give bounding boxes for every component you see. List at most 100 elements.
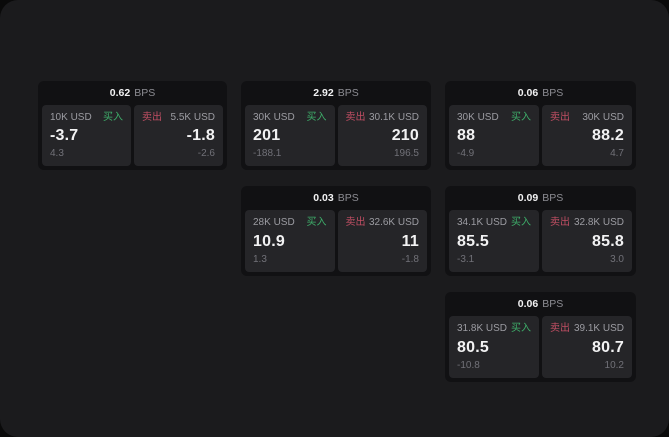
- quote-panels: 31.8K USD 买入 80.5 -10.8 卖出 39.1K USD 80.…: [445, 316, 636, 382]
- sell-panel-header: 卖出 39.1K USD: [550, 323, 624, 335]
- sell-quote-panel[interactable]: 卖出 32.6K USD 11 -1.8: [337, 210, 427, 272]
- buy-side-label: 买入: [103, 112, 123, 123]
- sell-quote-panel[interactable]: 卖出 30K USD 88.2 4.7: [542, 105, 632, 166]
- buy-side-label: 买入: [511, 112, 531, 123]
- quote-card: 0.06 BPS 31.8K USD 买入 80.5 -10.8 卖出 39.1…: [445, 292, 636, 382]
- sell-amount-label: 32.6K USD: [368, 217, 419, 228]
- bps-unit-label: BPS: [542, 298, 564, 310]
- buy-secondary-value: -3.1: [457, 254, 475, 265]
- sell-amount-label: 30.1K USD: [368, 112, 419, 123]
- sell-side-label: 卖出: [550, 112, 570, 123]
- buy-panel-header: 28K USD 买入: [253, 217, 327, 229]
- buy-panel-header: 10K USD 买入: [50, 112, 123, 124]
- sell-secondary-value: -1.8: [401, 254, 419, 265]
- sell-panel-header: 卖出 30.1K USD: [346, 112, 420, 124]
- sell-side-label: 卖出: [550, 323, 570, 334]
- sell-secondary-value: -2.6: [197, 148, 215, 159]
- buy-amount-label: 10K USD: [50, 112, 92, 123]
- quote-card-header: 0.03 BPS: [241, 186, 431, 210]
- buy-amount-label: 30K USD: [457, 112, 499, 123]
- quote-panels: 30K USD 买入 201 -188.1 卖出 30.1K USD 210 1…: [241, 105, 431, 170]
- sell-side-label: 卖出: [550, 217, 570, 228]
- sell-quote-panel[interactable]: 卖出 5.5K USD -1.8 -2.6: [134, 105, 223, 166]
- quote-card-header: 0.62 BPS: [38, 81, 227, 105]
- quote-card: 0.62 BPS 10K USD 买入 -3.7 4.3 卖出 5.5K USD…: [38, 81, 227, 170]
- sell-panel-header: 卖出 5.5K USD: [142, 112, 215, 124]
- buy-price-value: 80.5: [457, 338, 489, 356]
- buy-side-label: 买入: [511, 323, 531, 334]
- sell-quote-panel[interactable]: 卖出 30.1K USD 210 196.5: [337, 105, 427, 166]
- sell-side-label: 卖出: [345, 112, 366, 123]
- buy-secondary-value: -188.1: [253, 148, 282, 159]
- sell-quote-panel[interactable]: 卖出 32.8K USD 85.8 3.0: [542, 210, 632, 272]
- buy-amount-label: 31.8K USD: [457, 323, 508, 334]
- buy-panel-header: 31.8K USD 买入: [457, 323, 531, 335]
- buy-price-value: 10.9: [253, 232, 285, 250]
- sell-side-label: 卖出: [142, 112, 162, 123]
- sell-secondary-value: 196.5: [393, 148, 419, 159]
- buy-secondary-value: 4.3: [50, 148, 64, 159]
- buy-side-label: 买入: [306, 112, 327, 123]
- sell-secondary-value: 4.7: [610, 148, 624, 159]
- sell-amount-label: 5.5K USD: [170, 112, 215, 123]
- quote-card: 0.09 BPS 34.1K USD 买入 85.5 -3.1 卖出 32.8K…: [445, 186, 636, 276]
- sell-amount-label: 39.1K USD: [573, 323, 624, 334]
- quote-panels: 30K USD 买入 88 -4.9 卖出 30K USD 88.2 4.7: [445, 105, 636, 170]
- quote-panels: 10K USD 买入 -3.7 4.3 卖出 5.5K USD -1.8 -2.…: [38, 105, 227, 170]
- bps-unit-label: BPS: [542, 192, 564, 204]
- bps-value: 2.92: [313, 87, 334, 99]
- buy-quote-panel[interactable]: 10K USD 买入 -3.7 4.3: [42, 105, 131, 166]
- buy-side-label: 买入: [306, 217, 327, 228]
- sell-price-value: 80.7: [592, 338, 624, 356]
- buy-amount-label: 28K USD: [253, 217, 295, 228]
- quote-panels: 28K USD 买入 10.9 1.3 卖出 32.6K USD 11 -1.8: [241, 210, 431, 276]
- bps-unit-label: BPS: [134, 87, 156, 99]
- buy-amount-label: 30K USD: [253, 112, 295, 123]
- quote-card-header: 0.06 BPS: [445, 292, 636, 316]
- quote-grid: 0.62 BPS 10K USD 买入 -3.7 4.3 卖出 5.5K USD…: [38, 81, 636, 382]
- buy-secondary-value: -4.9: [457, 148, 475, 159]
- bps-value: 0.09: [517, 192, 539, 204]
- buy-quote-panel[interactable]: 30K USD 买入 201 -188.1: [245, 105, 335, 166]
- quote-card: 2.92 BPS 30K USD 买入 201 -188.1 卖出 30.1K …: [241, 81, 431, 170]
- buy-quote-panel[interactable]: 30K USD 买入 88 -4.9: [449, 105, 539, 166]
- sell-price-value: -1.8: [186, 127, 215, 144]
- buy-quote-panel[interactable]: 28K USD 买入 10.9 1.3: [245, 210, 335, 272]
- buy-panel-header: 30K USD 买入: [457, 112, 531, 124]
- buy-quote-panel[interactable]: 34.1K USD 买入 85.5 -3.1: [449, 210, 539, 272]
- bps-unit-label: BPS: [337, 87, 359, 99]
- sell-side-label: 卖出: [345, 217, 366, 228]
- quote-card-header: 0.09 BPS: [445, 186, 636, 210]
- buy-price-value: 85.5: [457, 232, 489, 250]
- buy-amount-label: 34.1K USD: [457, 217, 508, 228]
- bps-value: 0.06: [517, 298, 539, 310]
- quote-card-header: 2.92 BPS: [241, 81, 431, 105]
- buy-side-label: 买入: [511, 217, 531, 228]
- quote-card: 0.03 BPS 28K USD 买入 10.9 1.3 卖出 32.6K US…: [241, 186, 431, 276]
- sell-quote-panel[interactable]: 卖出 39.1K USD 80.7 10.2: [542, 316, 632, 378]
- sell-price-value: 85.8: [592, 232, 624, 250]
- buy-panel-header: 34.1K USD 买入: [457, 217, 531, 229]
- sell-panel-header: 卖出 32.8K USD: [550, 217, 624, 229]
- bps-value: 0.06: [517, 87, 539, 99]
- buy-quote-panel[interactable]: 31.8K USD 买入 80.5 -10.8: [449, 316, 539, 378]
- sell-panel-header: 卖出 32.6K USD: [346, 217, 420, 229]
- bps-value: 0.03: [313, 192, 334, 204]
- bps-value: 0.62: [109, 87, 131, 99]
- buy-secondary-value: -10.8: [457, 360, 480, 371]
- buy-price-value: 201: [253, 127, 281, 144]
- sell-amount-label: 30K USD: [582, 112, 624, 123]
- sell-price-value: 88.2: [592, 127, 624, 144]
- buy-price-value: -3.7: [50, 127, 79, 144]
- quote-card: 0.06 BPS 30K USD 买入 88 -4.9 卖出 30K USD 8…: [445, 81, 636, 170]
- bps-unit-label: BPS: [337, 192, 359, 204]
- quote-card-header: 0.06 BPS: [445, 81, 636, 105]
- buy-price-value: 88: [457, 127, 476, 144]
- buy-secondary-value: 1.3: [253, 254, 267, 265]
- sell-secondary-value: 3.0: [610, 254, 624, 265]
- sell-price-value: 210: [391, 127, 419, 144]
- bps-unit-label: BPS: [542, 87, 564, 99]
- buy-panel-header: 30K USD 买入: [253, 112, 327, 124]
- sell-panel-header: 卖出 30K USD: [550, 112, 624, 124]
